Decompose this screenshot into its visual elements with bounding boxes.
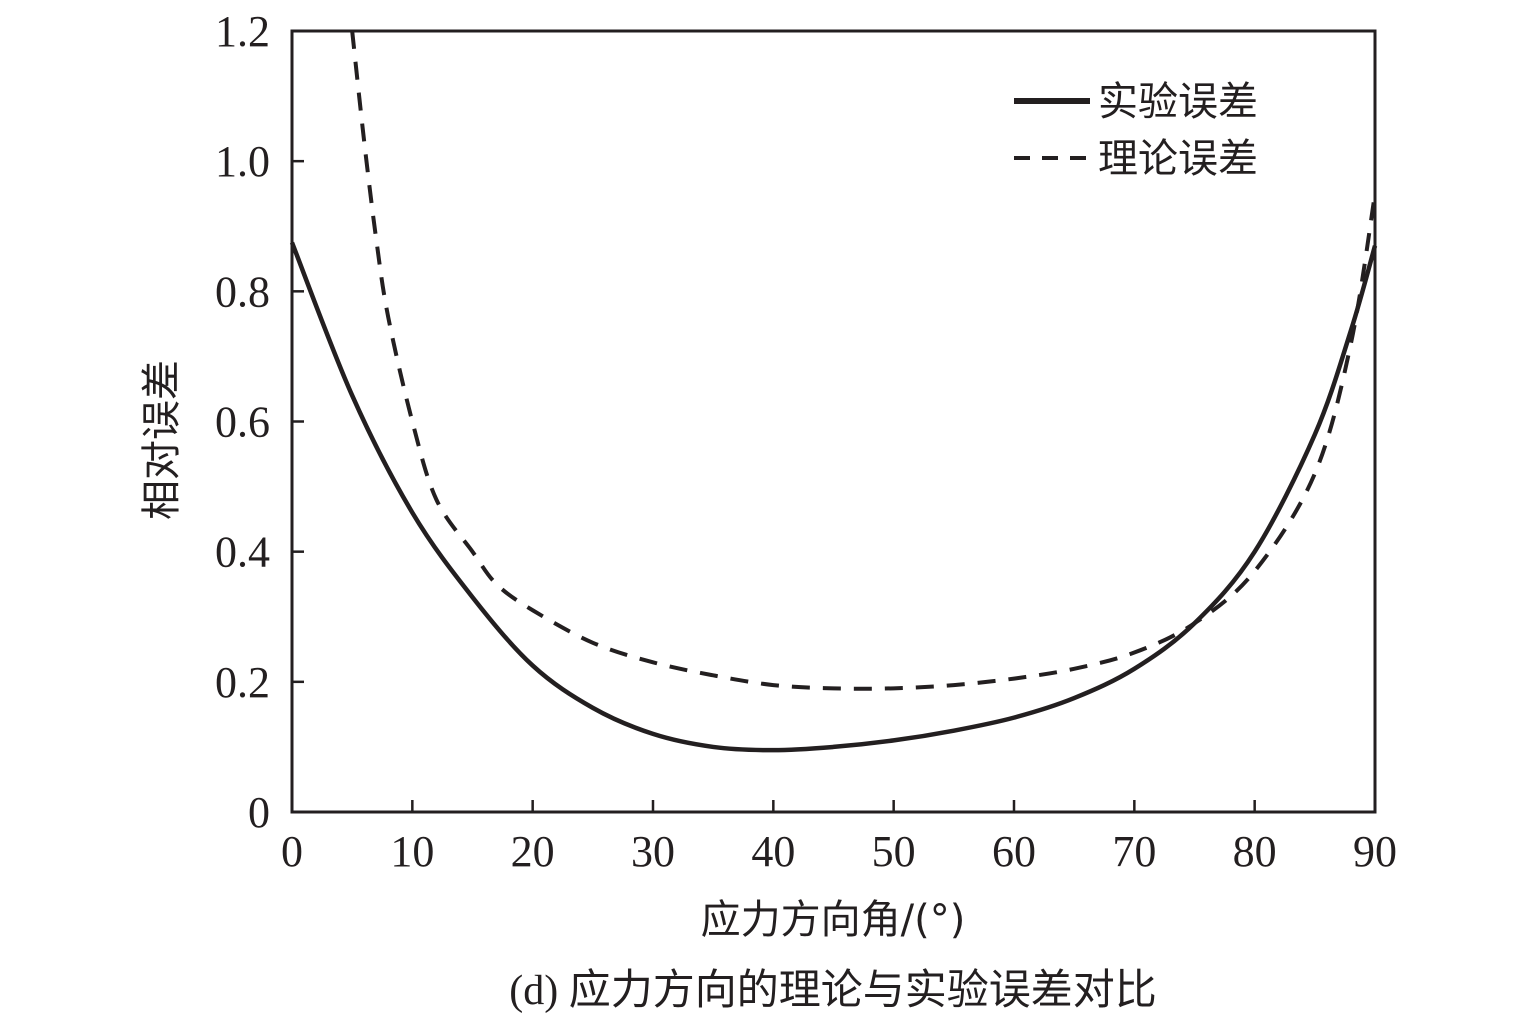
series-layer: [289, 30, 1378, 753]
y-axis-ticks: 0 0.2 0.4 0.6 0.8 1.0 1.2: [215, 7, 304, 837]
x-tick-label: 10: [390, 827, 434, 876]
y-tick-label: 1.0: [215, 137, 270, 186]
y-tick-label: 0.6: [215, 398, 270, 447]
x-tick-label: 30: [631, 827, 675, 876]
y-tick-label: 0: [248, 788, 270, 837]
series-line-theory: [350, 30, 1377, 691]
x-tick-label: 60: [992, 827, 1036, 876]
y-axis-title: 相对误差: [139, 360, 185, 520]
legend: 实验误差 理论误差: [1014, 79, 1258, 182]
x-tick-label: 70: [1112, 827, 1156, 876]
x-tick-label: 80: [1233, 827, 1277, 876]
x-tick-label: 90: [1353, 827, 1397, 876]
y-tick-label: 0.8: [215, 267, 270, 316]
x-axis-title: 应力方向角/(°): [701, 897, 966, 943]
legend-label-theory: 理论误差: [1098, 136, 1258, 182]
y-tick-label: 1.2: [215, 7, 270, 56]
x-tick-label: 50: [872, 827, 916, 876]
y-tick-label: 0.4: [215, 528, 270, 577]
x-tick-label: 20: [511, 827, 555, 876]
x-tick-label: 0: [281, 827, 303, 876]
x-axis-ticks: 0 10 20 30 40 50 60 70 80 90: [281, 800, 1397, 876]
figure-caption: (d) 应力方向的理论与实验误差对比: [509, 967, 1156, 1014]
x-tick-label: 40: [751, 827, 795, 876]
legend-label-experiment: 实验误差: [1098, 79, 1258, 125]
series-line-experiment: [289, 241, 1378, 753]
y-tick-label: 0.2: [215, 658, 270, 707]
